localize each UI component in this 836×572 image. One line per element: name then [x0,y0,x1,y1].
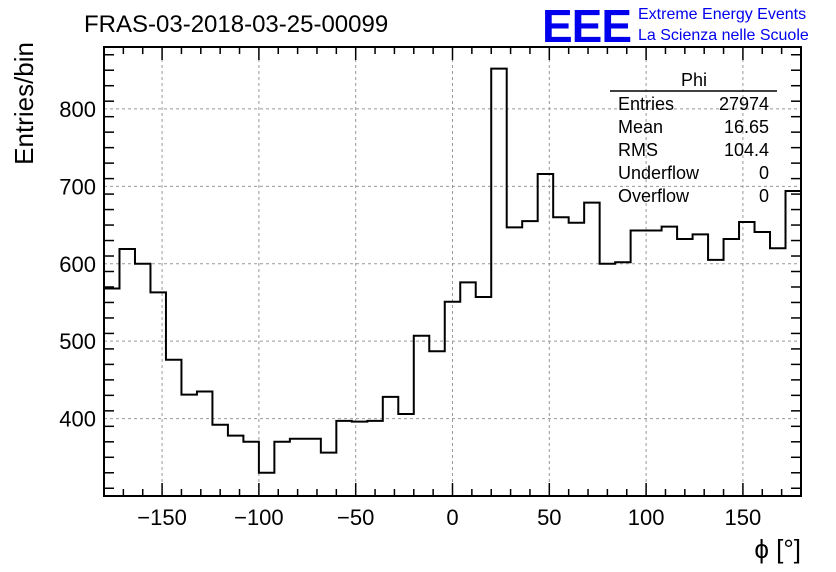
eee-logo-line2: La Scienza nelle Scuole [638,27,809,44]
stats-row-value: 0 [759,186,769,206]
stats-row-value: 27974 [719,94,769,114]
axis-ticks [103,47,802,496]
chart-title: FRAS-03-2018-03-25-00099 [84,11,388,38]
eee-logo-line1: Extreme Energy Events [638,6,806,23]
stats-row-label: Overflow [618,186,690,206]
histogram-line [104,67,801,474]
x-tick-label: −150 [137,505,187,530]
y-axis-title: Entries/bin [9,42,39,165]
stats-box: Phi Entries 27974 Mean 16.65 RMS 104.4 Underfl… [610,70,777,206]
stats-row-label: Mean [618,117,663,137]
stats-row-label: Entries [618,94,674,114]
stats-row-value: 104.4 [724,140,769,160]
x-tick-label: 100 [628,505,665,530]
x-tick-label: 0 [446,505,458,530]
axis-tick-labels: −150 −100 −50 0 50 100 150 400 500 600 700 800 [59,97,761,530]
grid-lines [104,47,801,496]
y-tick-label: 600 [59,252,96,277]
x-axis-title: ϕ [°] [754,534,801,564]
y-tick-label: 400 [59,407,96,432]
y-tick-label: 700 [59,174,96,199]
stats-title: Phi [681,70,707,90]
stats-row-value: 0 [759,163,769,183]
x-tick-label: 50 [537,505,561,530]
x-tick-label: −50 [337,505,374,530]
y-tick-label: 800 [59,97,96,122]
y-tick-label: 500 [59,329,96,354]
stats-row-label: RMS [618,140,658,160]
x-tick-label: −100 [234,505,284,530]
stats-row-label: Underflow [618,163,700,183]
x-tick-label: 150 [725,505,762,530]
eee-logo-mark: EEE [542,0,631,52]
stats-row-value: 16.65 [724,117,769,137]
